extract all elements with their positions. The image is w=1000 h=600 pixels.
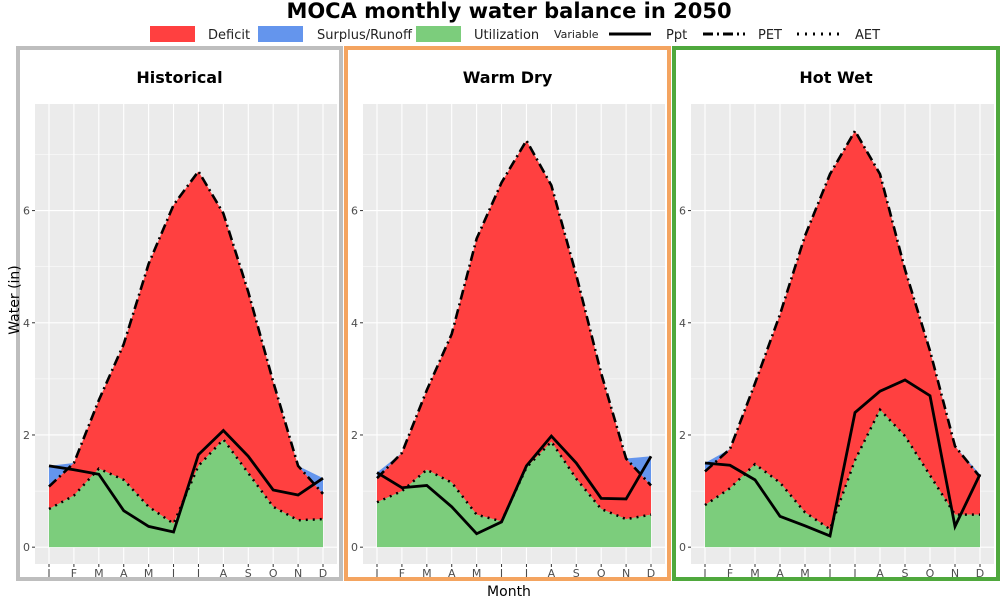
y-tick-label: 6: [679, 205, 686, 218]
x-tick-label: S: [245, 567, 252, 580]
x-tick-label: N: [951, 567, 959, 580]
y-tick-label: 2: [679, 429, 686, 442]
x-tick-label: F: [71, 567, 77, 580]
panel-title: Hot Wet: [799, 68, 873, 87]
ppt-line: [376, 433, 653, 536]
panel-title: Historical: [136, 68, 222, 87]
panel-border: [16, 46, 343, 581]
x-tick-label: N: [622, 567, 630, 580]
panel-1: 0 2 4 6 J F M A M J J A S O N D Warm Dry: [344, 46, 671, 581]
x-tick-label: M: [750, 567, 760, 580]
x-tick-label: A: [876, 567, 884, 580]
x-tick-label: D: [976, 567, 984, 580]
x-tick-label: D: [647, 567, 655, 580]
y-tick-label: 4: [351, 317, 358, 330]
panel-border: [344, 46, 671, 581]
panel-title: Warm Dry: [463, 68, 553, 87]
panel-border: [672, 46, 1000, 581]
x-tick-label: J: [827, 567, 831, 580]
y-tick-label: 0: [23, 541, 30, 554]
aet-line: [704, 407, 980, 532]
y-tick-label: 4: [23, 317, 30, 330]
x-tick-label: S: [573, 567, 580, 580]
x-tick-label: A: [120, 567, 128, 580]
ppt-line: [48, 428, 324, 534]
x-tick-label: F: [399, 567, 405, 580]
legend-deficit-swatch: [150, 26, 195, 42]
x-tick-label: O: [597, 567, 606, 580]
legend-deficit-label: Deficit: [208, 28, 250, 43]
x-tick-label: J: [702, 567, 706, 580]
x-tick-label: J: [499, 567, 503, 580]
x-tick-label: A: [548, 567, 556, 580]
panel-0: 0 2 4 6 J F M A M J J A S O N D Historical: [16, 46, 343, 581]
x-tick-label: S: [902, 567, 909, 580]
legend-utilization-swatch: [416, 26, 461, 42]
legend-pet-label: PET: [758, 28, 782, 43]
x-tick-label: M: [472, 567, 482, 580]
x-tick-label: M: [422, 567, 432, 580]
y-tick-label: 6: [23, 205, 30, 218]
pet-line: [704, 128, 982, 478]
y-tick-label: 0: [679, 541, 686, 554]
utilization-area: [705, 409, 980, 548]
y-axis-title: Water (in): [7, 265, 23, 335]
y-tick-label: 6: [351, 205, 358, 218]
panel-2: 0 2 4 6 J F M A M J J A S O N D Hot Wet: [672, 46, 1000, 581]
x-tick-label: J: [196, 567, 200, 580]
x-tick-label: N: [294, 567, 302, 580]
pet-line: [376, 137, 652, 487]
y-tick-label: 0: [351, 541, 358, 554]
deficit-area: [705, 130, 980, 530]
x-tick-label: M: [800, 567, 810, 580]
chart-title: MOCA monthly water balance in 2050: [286, 0, 731, 23]
x-tick-label: A: [448, 567, 456, 580]
legend-utilization-label: Utilization: [474, 28, 539, 43]
y-tick-label: 2: [23, 429, 30, 442]
x-tick-label: A: [776, 567, 784, 580]
x-tick-label: A: [220, 567, 228, 580]
y-tick-label: 4: [679, 317, 686, 330]
x-tick-label: J: [524, 567, 528, 580]
legend-ppt-label: Ppt: [666, 28, 687, 43]
legend-variable-title: Variable: [554, 28, 599, 41]
ppt-line: [704, 378, 982, 538]
x-tick-label: F: [727, 567, 733, 580]
legend: Deficit Surplus/Runoff Utilization Varia…: [150, 26, 880, 43]
x-tick-label: O: [269, 567, 278, 580]
legend-surplus-swatch: [258, 26, 303, 42]
deficit-area: [49, 171, 323, 524]
x-tick-label: M: [144, 567, 154, 580]
legend-surplus-label: Surplus/Runoff: [317, 28, 413, 43]
panels: 0 2 4 6 J F M A M J J A S O N D Historical 0 2 4 6 J F M A M J J A S O…: [16, 46, 1000, 581]
x-tick-label: J: [852, 567, 856, 580]
x-axis-title: Month: [487, 584, 531, 600]
x-tick-label: D: [319, 567, 327, 580]
x-tick-label: J: [46, 567, 50, 580]
x-tick-label: J: [171, 567, 175, 580]
y-tick-label: 2: [351, 429, 358, 442]
utilization-area: [49, 439, 323, 548]
x-tick-label: O: [926, 567, 935, 580]
legend-aet-label: AET: [855, 28, 880, 43]
deficit-area: [377, 140, 651, 522]
x-tick-label: M: [94, 567, 104, 580]
x-tick-label: J: [374, 567, 378, 580]
